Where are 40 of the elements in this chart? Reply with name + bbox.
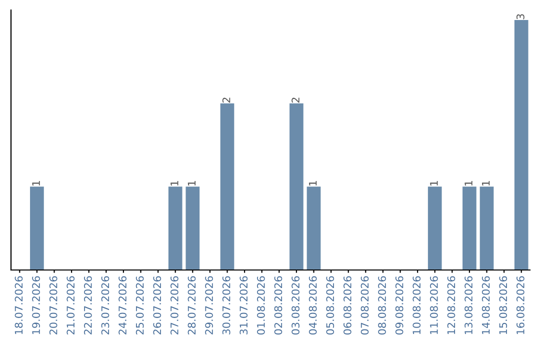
x-tick-label: 15.08.2026 bbox=[499, 276, 508, 334]
x-tick-label: 04.08.2026 bbox=[308, 276, 317, 335]
x-tick-label: 01.08.2026 bbox=[256, 276, 265, 335]
x-tick-label: 05.08.2026 bbox=[326, 276, 334, 335]
data-label: 1 bbox=[170, 181, 178, 186]
x-tick-label: 19.07.2026 bbox=[32, 276, 40, 334]
x-tick-label: 27.07.2026 bbox=[170, 276, 178, 334]
data-label: 2 bbox=[222, 98, 230, 103]
x-tick-label: 21.07.2026 bbox=[66, 276, 75, 334]
x-tick-label: 09.08.2026 bbox=[395, 276, 404, 335]
x-tick-label: 30.07.2026 bbox=[222, 276, 230, 334]
x-tick-label: 02.08.2026 bbox=[274, 276, 282, 335]
x-tick-label: 16.08.2026 bbox=[516, 276, 524, 334]
x-tick-label: 22.07.2026 bbox=[84, 276, 92, 334]
x-tick-label: 14.08.2026 bbox=[482, 276, 490, 334]
x-tick-label: 29.07.2026 bbox=[205, 276, 213, 334]
x-tick-label: 18.07.2026 bbox=[14, 276, 23, 334]
x-tick-label: 08.08.2026 bbox=[378, 276, 386, 335]
x-tick-label: 24.07.2026 bbox=[118, 276, 126, 334]
data-label: 1 bbox=[309, 181, 317, 186]
data-label: 1 bbox=[188, 181, 196, 186]
x-tick-label: 31.07.2026 bbox=[240, 276, 248, 334]
x-tick-label: 13.08.2026 bbox=[464, 276, 472, 334]
x-tick-label: 20.07.2026 bbox=[49, 276, 58, 334]
x-tick-label: 03.08.2026 bbox=[292, 276, 300, 335]
x-tick-label: 28.07.2026 bbox=[188, 276, 196, 334]
x-tick-label: 23.07.2026 bbox=[101, 276, 110, 334]
data-label: 3 bbox=[516, 14, 524, 20]
data-label: 1 bbox=[32, 181, 40, 186]
x-tick-label: 25.07.2026 bbox=[136, 276, 144, 334]
x-tick-label: 11.08.2026 bbox=[430, 276, 438, 334]
data-label: 1 bbox=[430, 181, 438, 186]
x-tick-label: 06.08.2026 bbox=[343, 276, 352, 335]
x-tick-label: 12.08.2026 bbox=[447, 276, 456, 334]
data-label: 2 bbox=[292, 98, 300, 103]
x-tick-label: 07.08.2026 bbox=[360, 276, 369, 335]
x-tick-label: 26.07.2026 bbox=[153, 276, 162, 334]
data-label: 1 bbox=[482, 181, 490, 186]
x-tick-label: 10.08.2026 bbox=[412, 276, 421, 334]
data-label: 1 bbox=[464, 181, 472, 186]
